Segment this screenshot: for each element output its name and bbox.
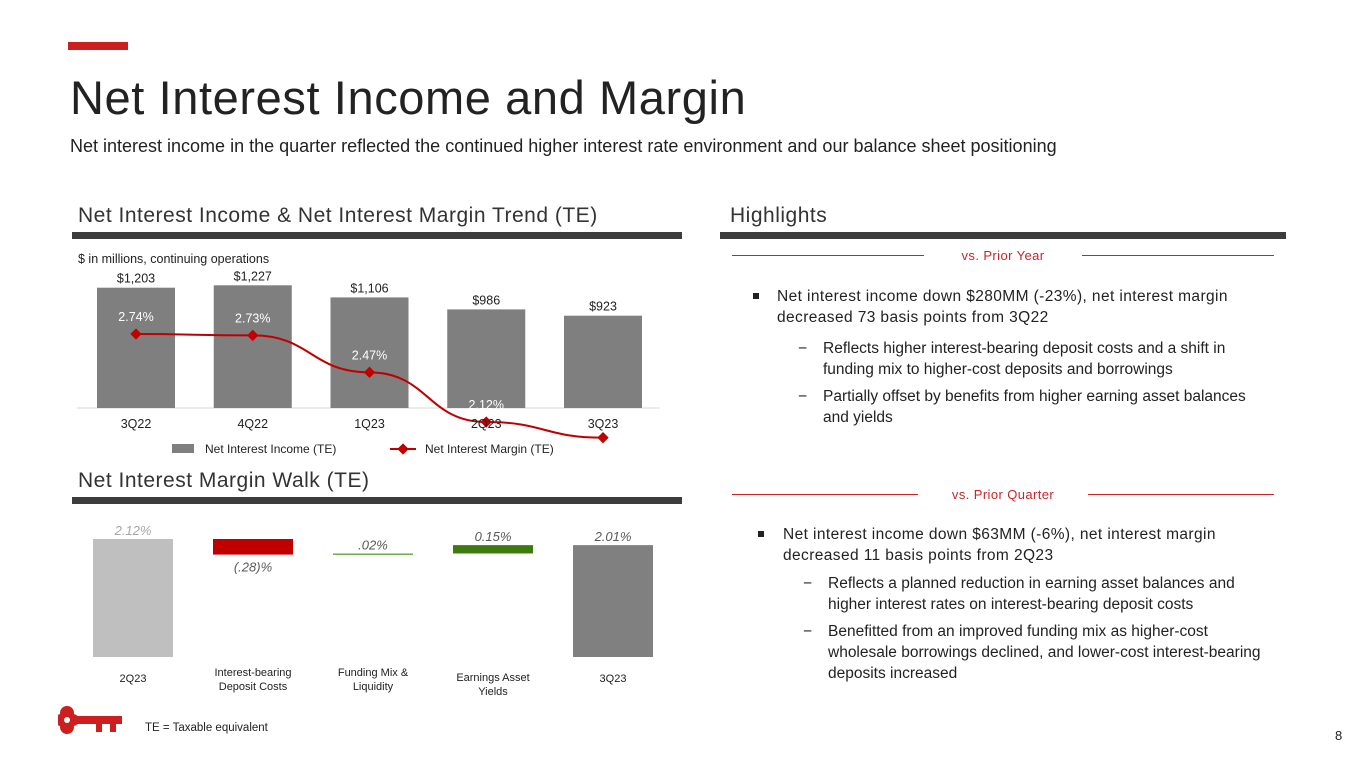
legend-bar-swatch	[172, 444, 194, 453]
walk-section-title: Net Interest Margin Walk (TE)	[78, 469, 370, 492]
page-title: Net Interest Income and Margin	[70, 71, 747, 124]
walk-data-label: 2.01%	[594, 529, 632, 544]
key-logo	[55, 704, 124, 736]
nii-bar-1Q23	[330, 297, 409, 408]
prior-year-bullet: Net interest income down $280MM (-23%), …	[753, 286, 1273, 328]
walk-category-label: Funding Mix & Liquidity	[338, 667, 409, 693]
x-tick-label: 4Q22	[237, 417, 268, 431]
walk-bar-2	[333, 553, 413, 555]
nim-data-label: 2.47%	[352, 348, 387, 362]
legend-line-marker	[397, 443, 409, 455]
dash-glyph: −	[803, 623, 813, 640]
prior-quarter-bullet-text: Net interest income down $63MM (-6%), ne…	[783, 526, 1216, 564]
vs-prior-quarter-divider: vs. Prior Quarter	[732, 487, 1274, 502]
nii-bar-3Q22	[97, 287, 175, 408]
trend-section-rule	[72, 232, 682, 239]
nii-data-label: $923	[589, 300, 617, 314]
nim-walk-svg: 2.12% (.28)% .02% 0.15% 2.01% 2Q23 Interest-be…	[93, 523, 653, 698]
walk-data-label: (.28)%	[234, 560, 272, 575]
bullet-square-icon	[753, 293, 759, 299]
divider-line-right	[1088, 494, 1274, 495]
prior-quarter-sub-1: − Reflects a planned reduction in earnin…	[803, 573, 1268, 615]
nim-walk-chart: 2.12% (.28)% .02% 0.15% 2.01% 2Q23 Interest-be…	[0, 515, 700, 705]
walk-category-label: Earnings Asset Yields	[456, 672, 529, 698]
prior-year-sub-2: − Partially offset by benefits from high…	[798, 386, 1268, 428]
trend-units-note: $ in millions, continuing operations	[78, 252, 270, 266]
walk-data-label: 2.12%	[114, 523, 152, 538]
nim-point-3Q23	[597, 432, 609, 444]
dash-glyph: −	[803, 575, 813, 592]
prior-year-sub-1-text: Reflects higher interest-bearing deposit…	[823, 340, 1226, 378]
nim-point-4Q22	[247, 329, 259, 342]
nim-data-label: 2.12%	[469, 398, 504, 412]
prior-quarter-sub-2: − Benefitted from an improved funding mi…	[803, 621, 1268, 684]
nii-bar-3Q23	[564, 315, 642, 408]
prior-quarter-sub-1-text: Reflects a planned reduction in earning …	[828, 575, 1235, 613]
x-tick-label: 3Q23	[588, 417, 619, 431]
nii-data-label: $1,203	[117, 272, 155, 286]
prior-quarter-bullet: Net interest income down $63MM (-6%), ne…	[758, 524, 1278, 566]
walk-bar-0	[93, 539, 173, 657]
walk-data-label: .02%	[358, 537, 388, 552]
prior-year-sub-2-text: Partially offset by benefits from higher…	[823, 388, 1246, 426]
nim-data-label: 2.73%	[235, 311, 270, 325]
bullet-square-icon	[758, 531, 764, 537]
walk-data-label: 0.15%	[475, 529, 512, 544]
nim-data-label: 2.01%	[585, 414, 620, 428]
walk-bar-3	[453, 545, 533, 554]
nii-data-label: $1,106	[350, 281, 388, 295]
highlights-rule	[720, 232, 1286, 239]
walk-bar-4	[573, 545, 653, 657]
x-tick-label: 2Q23	[471, 417, 502, 431]
vs-prior-year-divider: vs. Prior Year	[732, 248, 1274, 263]
nii-data-label: $1,227	[234, 269, 272, 283]
walk-category-label: Interest-bearing Deposit Costs	[214, 667, 291, 693]
page-number: 8	[1335, 728, 1343, 743]
vs-prior-quarter-label: vs. Prior Quarter	[951, 487, 1055, 502]
divider-line-left	[732, 255, 924, 256]
prior-quarter-sub-2-text: Benefitted from an improved funding mix …	[828, 623, 1261, 682]
title-accent-bar	[68, 42, 128, 50]
x-tick-label: 3Q22	[121, 417, 152, 431]
walk-category-label: 3Q23	[600, 673, 627, 685]
divider-line-left	[732, 494, 918, 495]
nii-bar-4Q22	[213, 285, 292, 408]
walk-section-rule	[72, 497, 682, 504]
footnote: TE = Taxable equivalent	[145, 722, 268, 734]
walk-bar-1	[213, 539, 293, 555]
walk-category-label: 2Q23	[120, 673, 147, 685]
highlights-title: Highlights	[730, 204, 828, 227]
legend-nim-label: Net Interest Margin (TE)	[425, 442, 554, 456]
nii-nim-trend-svg: $1,203 $1,227 $1,106 $986 $923 2.74% 2.73% 2.47…	[77, 269, 660, 456]
x-tick-label: 1Q23	[354, 417, 385, 431]
divider-line-right	[1082, 255, 1274, 256]
nii-nim-trend-chart: $1,203 $1,227 $1,106 $986 $923 2.74% 2.73% 2.47…	[0, 260, 700, 465]
vs-prior-year-label: vs. Prior Year	[961, 248, 1045, 263]
page-subtitle: Net interest income in the quarter refle…	[70, 136, 1057, 156]
nim-point-2Q23	[480, 416, 492, 428]
legend-nii-label: Net Interest Income (TE)	[205, 442, 336, 456]
dash-glyph: −	[798, 340, 808, 357]
nii-bar-2Q23	[447, 309, 526, 408]
prior-year-bullet-text: Net interest income down $280MM (-23%), …	[777, 288, 1228, 326]
trend-section-title: Net Interest Income & Net Interest Margi…	[78, 204, 598, 227]
nii-data-label: $986	[472, 293, 500, 307]
prior-year-sub-1: − Reflects higher interest-bearing depos…	[798, 338, 1268, 380]
key-logo-icon	[55, 706, 122, 734]
dash-glyph: −	[798, 388, 808, 405]
nim-data-label: 2.74%	[118, 310, 153, 324]
